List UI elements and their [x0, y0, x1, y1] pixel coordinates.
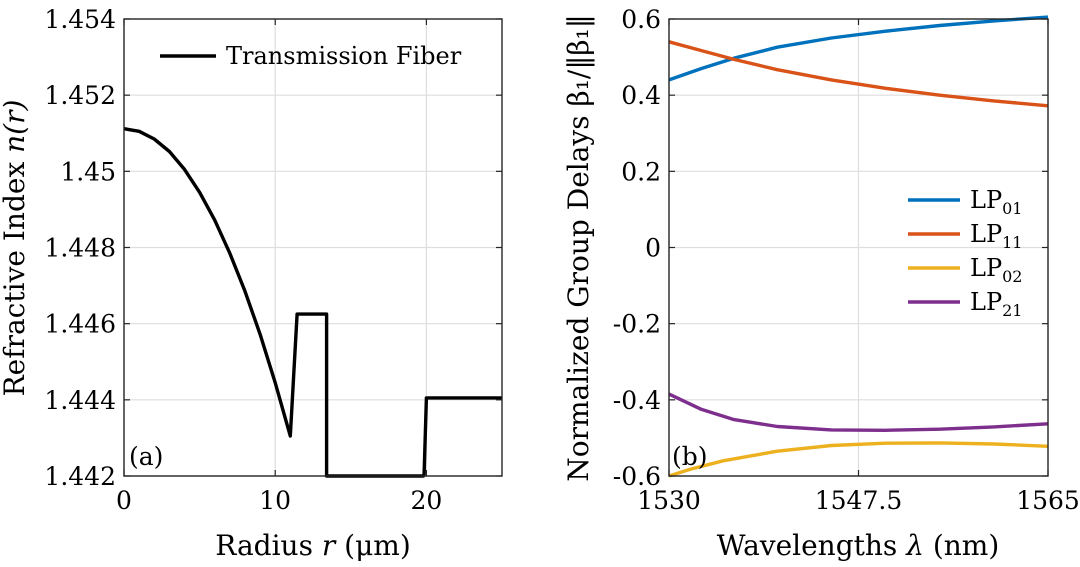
panel-a-ytick-label: 1.446 [44, 310, 116, 339]
panel-b-series-line [668, 441, 1049, 478]
panel-b-legend-entry: LP11 [970, 220, 1022, 252]
panel-b-label: (b) [672, 442, 708, 471]
panel-b-series-line [668, 392, 1049, 432]
panel-b-legend-entry: LP21 [970, 288, 1022, 320]
panel-b-series [668, 15, 1049, 478]
panel-a-ytick-label: 1.454 [44, 5, 116, 34]
panel-b-ytick-label: 0 [645, 234, 661, 263]
panel-b-series-line [668, 15, 1049, 82]
panel-b: 1530 1547.5 1565 -0.6 -0.4 -0.2 0 0.2 0.4 0.6 LP0… [562, 5, 1080, 562]
panel-b-ytick-label: 0.6 [621, 5, 661, 34]
panel-b-ytick-label: -0.2 [613, 310, 661, 339]
panel-b-ytick-label: -0.6 [613, 462, 661, 491]
panel-a-xlabel: Radius r (μm) [215, 529, 411, 562]
panel-b-xtick-label: 1530 [637, 486, 701, 515]
panel-b-legend-entry: LP02 [970, 254, 1022, 286]
panel-b-ytick-label: -0.4 [613, 386, 661, 415]
panel-a-series [123, 127, 502, 478]
panel-b-xtick-label: 1565 [1016, 486, 1080, 515]
panel-b-series-line [668, 40, 1049, 108]
panel-a-xtick-label: 20 [410, 486, 442, 515]
panel-a-legend: Transmission Fiber [160, 42, 462, 70]
panel-b-xlabel: Wavelengths λ (nm) [717, 529, 1000, 562]
panel-a-ylabel: Refractive Index n(r) [0, 100, 31, 397]
panel-b-ytick-label: 0.4 [621, 81, 661, 110]
panel-b-ticks: 1530 1547.5 1565 -0.6 -0.4 -0.2 0 0.2 0.4 0.6 [613, 5, 1080, 515]
panel-a-label: (a) [129, 442, 163, 471]
panel-a-ticks: 0 10 20 1.442 1.444 1.446 1.448 1.45 1.452 1.454 [44, 5, 502, 515]
panel-a-ytick-label: 1.448 [44, 234, 116, 263]
panel-a-ytick-label: 1.452 [44, 81, 116, 110]
panel-a: 0 10 201.4421.4441.4461.4481.451.4521.454 … [0, 5, 503, 562]
panel-a-ytick-label: 1.45 [60, 157, 116, 186]
panel-a-legend-entry: Transmission Fiber [226, 42, 462, 70]
panel-b-ytick-label: 0.2 [621, 157, 661, 186]
panel-a-ytick-label: 1.442 [44, 462, 116, 491]
panel-a-series-line [123, 127, 502, 478]
panel-b-xtick-label: 1547.5 [815, 486, 902, 515]
panel-b-legend-entry: LP01 [970, 186, 1022, 218]
panel-a-xtick-label: 0 [116, 486, 132, 515]
panel-b-ylabel: Normalized Group Delays β₁/‖β₁‖ [562, 14, 595, 482]
panel-a-grid [123, 18, 502, 477]
panel-a-ytick-label: 1.444 [44, 386, 116, 415]
panel-a-xtick-label: 10 [259, 486, 291, 515]
